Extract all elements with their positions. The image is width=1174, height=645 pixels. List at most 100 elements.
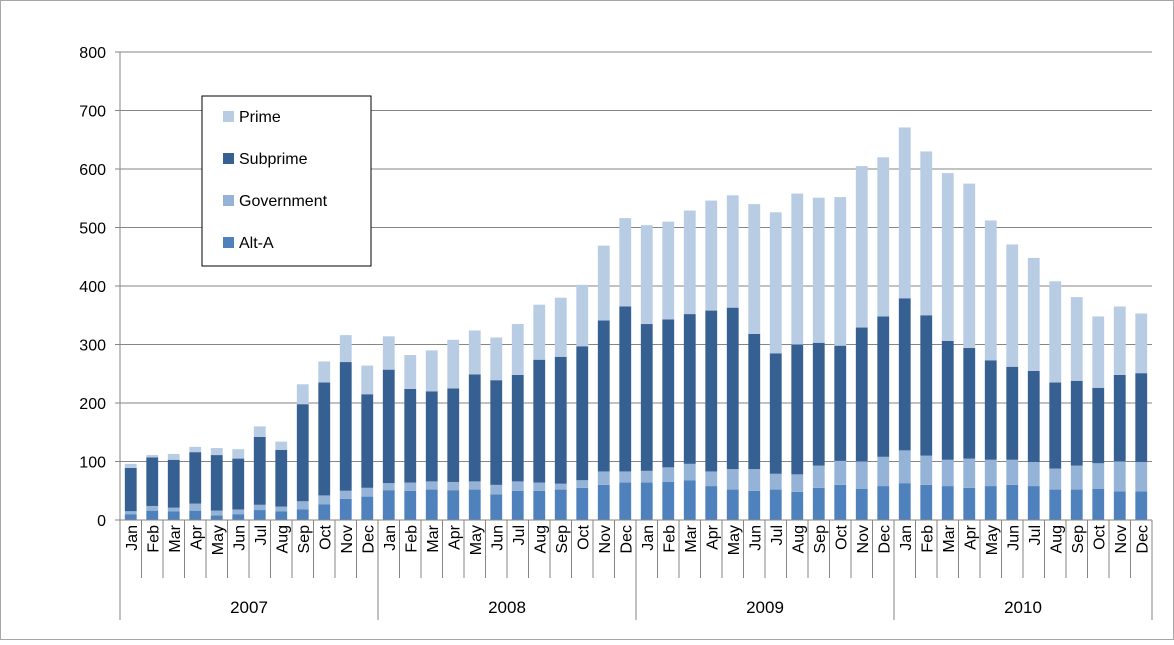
x-tick-label: Jul <box>1027 525 1044 545</box>
legend-label: Prime <box>239 109 281 126</box>
bar-segment-subprime <box>361 394 374 488</box>
bar-segment-subprime <box>404 388 417 483</box>
bar-segment-alt-a <box>748 490 761 520</box>
bar-segment-prime <box>877 157 890 317</box>
bar-segment-government <box>253 504 266 511</box>
bar-segment-subprime <box>576 346 589 481</box>
bar-segment-government <box>726 469 739 490</box>
x-tick-label: Feb <box>145 525 162 553</box>
bar-segment-alt-a <box>468 489 481 520</box>
bar-segment-government <box>1113 461 1126 492</box>
bar-segment-government <box>232 509 245 515</box>
bar-segment-prime <box>963 183 976 349</box>
bar-segment-government <box>468 481 481 490</box>
bar-segment-alt-a <box>1135 491 1148 520</box>
bar-segment-prime <box>189 446 202 453</box>
bar-segment-alt-a <box>167 511 180 520</box>
bar-segment-alt-a <box>920 484 933 520</box>
x-tick-label: Dec <box>618 525 635 553</box>
bar-segment-government <box>554 483 567 490</box>
bar-segment-subprime <box>124 467 137 512</box>
bar-segment-prime <box>1049 281 1062 383</box>
bar-segment-prime <box>296 384 309 405</box>
bar-segment-government <box>834 460 847 485</box>
bar-segment-government <box>662 467 675 482</box>
bar-segment-government <box>1092 463 1105 489</box>
x-tick-label: May <box>726 525 743 555</box>
legend-label: Government <box>239 193 328 210</box>
x-tick-label: Sep <box>554 525 571 554</box>
bar-segment-government <box>898 450 911 484</box>
x-tick-label: Feb <box>661 525 678 553</box>
bar-segment-government <box>1049 468 1062 490</box>
legend: Prime Subprime Government Alt-A <box>201 95 372 267</box>
bar-segment-prime <box>1092 316 1105 388</box>
bar-segment-alt-a <box>576 487 589 520</box>
bar-segment-government <box>511 481 524 491</box>
x-tick-label: Aug <box>532 525 549 553</box>
bar-segment-government <box>683 463 696 481</box>
bar-segment-government <box>146 505 159 511</box>
x-tick-label: Apr <box>188 524 205 550</box>
bar-segment-alt-a <box>769 489 782 520</box>
bar-segment-alt-a <box>210 515 223 520</box>
bar-segment-subprime <box>920 315 933 456</box>
bar-segment-alt-a <box>533 490 546 520</box>
x-tick-label: Oct <box>833 524 850 549</box>
bar-segment-government <box>425 481 438 490</box>
bar-segment-alt-a <box>812 487 825 520</box>
bar-segment-government <box>189 503 202 511</box>
x-tick-label: Sep <box>812 525 829 554</box>
bar-segment-subprime <box>253 436 266 505</box>
bar-segment-subprime <box>554 356 567 484</box>
bar-segment-prime <box>468 330 481 375</box>
bar-segment-prime <box>447 339 460 389</box>
bars <box>124 127 1148 520</box>
bar-segment-alt-a <box>726 489 739 520</box>
bar-segment-government <box>296 501 309 510</box>
x-tick-label: Apr <box>446 524 463 550</box>
bar-segment-subprime <box>210 455 223 511</box>
bar-segment-subprime <box>748 333 761 470</box>
legend-swatch-alt-a <box>223 237 234 248</box>
bar-segment-government <box>984 459 997 487</box>
x-tick-label: Mar <box>167 524 184 552</box>
bar-segment-prime <box>662 221 675 320</box>
bar-segment-alt-a <box>705 486 718 520</box>
bar-segment-subprime <box>877 316 890 457</box>
x-tick-label: Jan <box>640 525 657 551</box>
y-tick-label: 0 <box>97 513 106 530</box>
bar-segment-prime <box>920 151 933 316</box>
bar-segment-subprime <box>705 310 718 472</box>
y-tick-label: 800 <box>79 45 106 62</box>
x-tick-label: Feb <box>919 525 936 553</box>
bar-segment-government <box>124 511 137 515</box>
legend-swatch-prime <box>223 111 234 122</box>
bar-segment-subprime <box>640 324 653 471</box>
bar-segment-prime <box>748 204 761 334</box>
x-tick-label: Dec <box>360 525 377 553</box>
x-tick-label: Aug <box>274 525 291 553</box>
bar-segment-prime <box>361 365 374 395</box>
x-tick-label: Jun <box>489 525 506 551</box>
year-group-label: 2009 <box>746 598 784 617</box>
bar-segment-alt-a <box>296 509 309 520</box>
bar-segment-government <box>705 471 718 487</box>
bar-segment-subprime <box>898 298 911 451</box>
bar-segment-prime <box>576 284 589 347</box>
bar-segment-government <box>791 474 804 492</box>
bar-segment-prime <box>167 453 180 460</box>
bar-segment-alt-a <box>189 510 202 520</box>
bar-segment-government <box>769 473 782 490</box>
bar-segment-prime <box>812 197 825 343</box>
bar-segment-subprime <box>941 340 954 460</box>
bar-segment-subprime <box>533 359 546 483</box>
bar-segment-government <box>877 456 890 487</box>
bar-segment-alt-a <box>619 482 632 520</box>
bar-segment-prime <box>726 195 739 308</box>
bar-segment-government <box>619 471 632 483</box>
bar-segment-alt-a <box>554 489 567 520</box>
bar-segment-alt-a <box>361 496 374 520</box>
bar-segment-subprime <box>146 457 159 506</box>
bar-segment-government <box>1135 462 1148 492</box>
